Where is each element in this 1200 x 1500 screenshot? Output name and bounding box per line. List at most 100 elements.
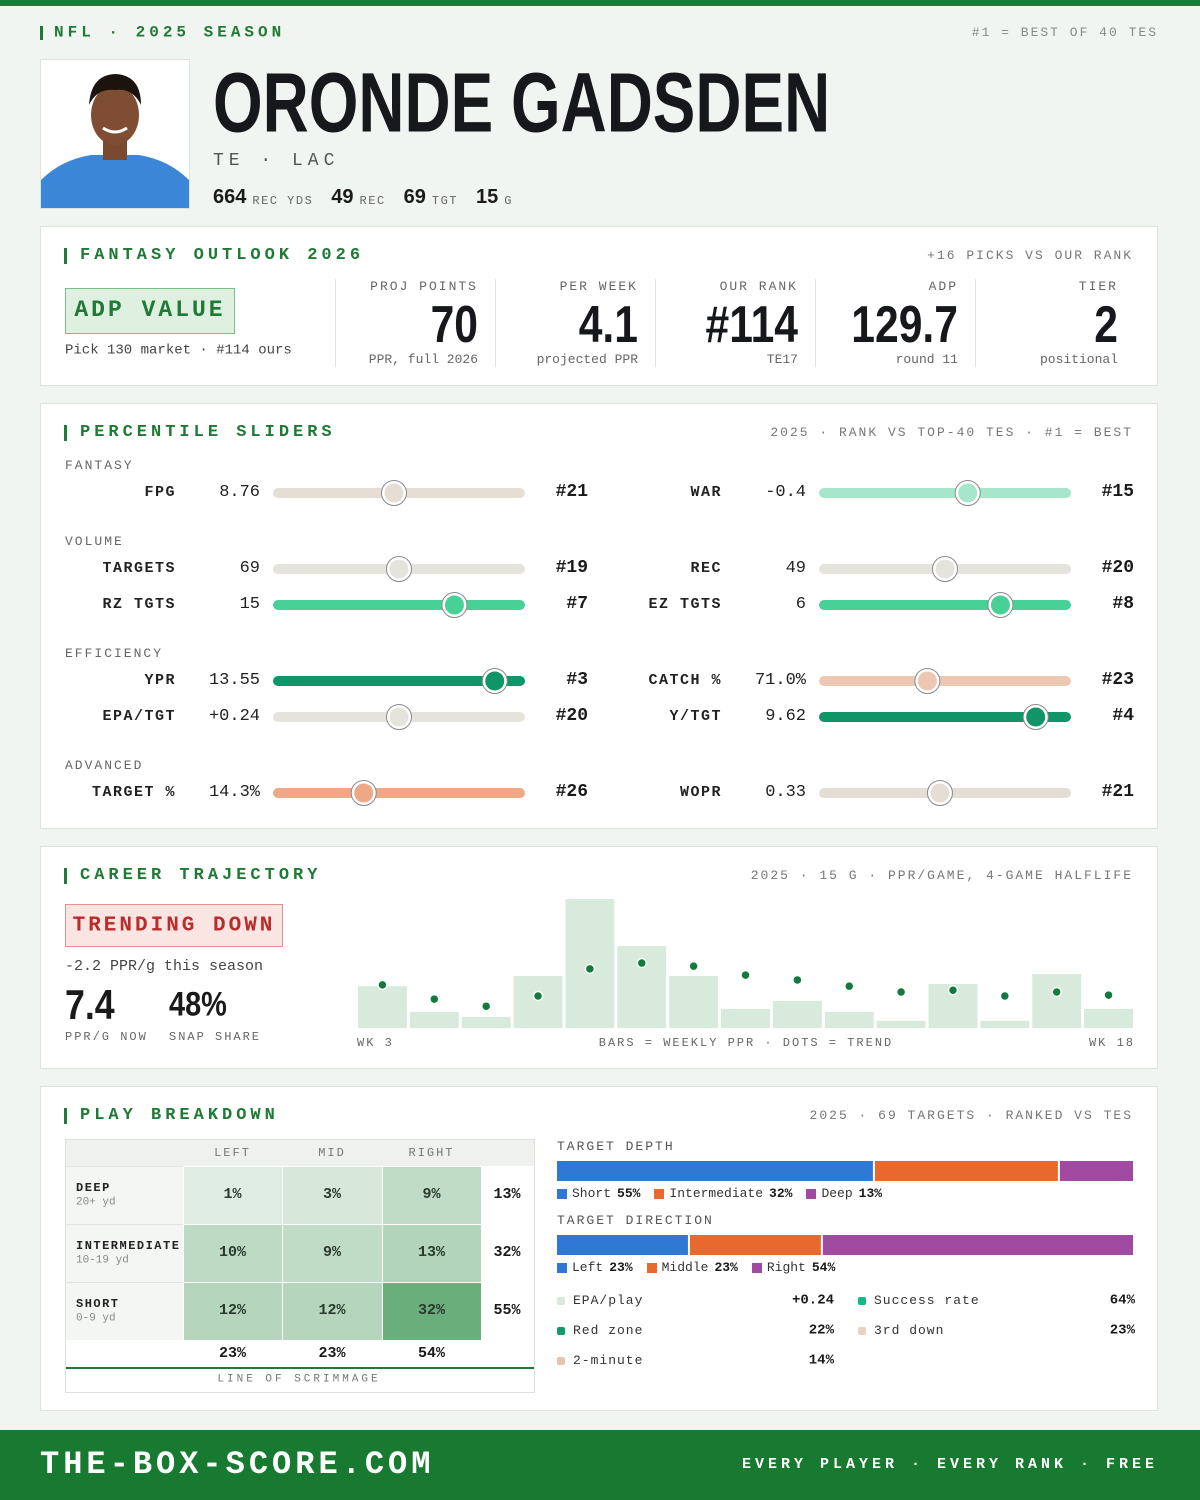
metric-sub: TE17 bbox=[766, 352, 798, 368]
legend-name: Deep bbox=[821, 1186, 853, 1202]
metric-divider bbox=[975, 279, 976, 367]
section-title: PLAY BREAKDOWN bbox=[80, 1105, 279, 1125]
photo-face bbox=[91, 85, 139, 145]
metric-divider bbox=[495, 279, 496, 367]
slider-value: 13.55 bbox=[208, 670, 260, 690]
row-total: 55% bbox=[493, 1302, 521, 1319]
metric-label: PROJ POINTS bbox=[370, 279, 478, 295]
stat-value: 14% bbox=[808, 1352, 834, 1369]
slider-rank: #15 bbox=[1101, 482, 1134, 503]
metric-label: ADP bbox=[928, 279, 958, 295]
trend-stat-label: SNAP SHARE bbox=[169, 1029, 262, 1044]
x-start-label: WK 3 bbox=[357, 1035, 394, 1050]
stat-dot bbox=[858, 1327, 866, 1335]
zone-cell bbox=[282, 1224, 382, 1282]
legend-value: 32% bbox=[769, 1186, 793, 1202]
zone-cell bbox=[282, 1282, 382, 1340]
stat-dot bbox=[557, 1357, 565, 1365]
slider-value: 8.76 bbox=[219, 482, 260, 502]
slider-rank: #8 bbox=[1112, 594, 1134, 615]
column-label: RIGHT bbox=[408, 1145, 455, 1160]
title-accent bbox=[64, 1108, 67, 1124]
stat-label: REC bbox=[359, 193, 386, 208]
badge-note: -2.2 PPR/g this season bbox=[65, 958, 264, 975]
trend-badge bbox=[65, 904, 283, 947]
row-total: 13% bbox=[493, 1186, 521, 1203]
slider-value: 15 bbox=[239, 594, 260, 614]
legend-name: Intermediate bbox=[669, 1186, 764, 1202]
slider-label: Y/TGT bbox=[669, 708, 722, 725]
photo-hair bbox=[89, 74, 141, 105]
zone-value: 10% bbox=[218, 1244, 247, 1261]
player-photo bbox=[40, 59, 190, 209]
slider-label: YPR bbox=[144, 672, 176, 689]
row-label-cell bbox=[66, 1282, 183, 1340]
stat-value: 15 bbox=[476, 186, 499, 208]
slider-value: 71.0% bbox=[754, 670, 806, 690]
zone-value: 32% bbox=[417, 1302, 446, 1319]
slider-label: FPG bbox=[144, 484, 176, 501]
stat-label: Red zone bbox=[573, 1323, 644, 1339]
section-note: 2025 · 69 TARGETS · RANKED VS TES bbox=[809, 1108, 1133, 1124]
zone-cell bbox=[382, 1282, 481, 1340]
legend-value: 13% bbox=[858, 1186, 883, 1202]
row-label: DEEP bbox=[76, 1180, 111, 1195]
stack-title: TARGET DEPTH bbox=[557, 1139, 675, 1155]
column-total: 54% bbox=[417, 1345, 446, 1362]
slider-rank: #19 bbox=[555, 558, 588, 579]
legend-value: 54% bbox=[811, 1260, 836, 1276]
legend-swatch bbox=[557, 1189, 567, 1199]
column-total: 23% bbox=[218, 1345, 247, 1362]
zone-value: 12% bbox=[318, 1302, 346, 1319]
slider-value: 14.3% bbox=[208, 782, 260, 802]
legend-swatch bbox=[751, 1263, 762, 1273]
league-label: NFL · 2025 SEASON bbox=[54, 23, 286, 42]
metric-label: TIER bbox=[1078, 279, 1118, 295]
stack-title: TARGET DIRECTION bbox=[557, 1213, 714, 1229]
slider-label: RZ TGTS bbox=[102, 596, 176, 613]
metric-divider bbox=[335, 279, 336, 367]
stat-label: 2-minute bbox=[573, 1353, 644, 1369]
photo-graphic bbox=[41, 74, 189, 208]
zone-cell bbox=[183, 1166, 282, 1224]
footer-band bbox=[0, 1430, 1200, 1500]
stat-label: Success rate bbox=[874, 1293, 980, 1309]
slider-rank: #23 bbox=[1101, 670, 1134, 691]
slider-rank: #4 bbox=[1112, 706, 1134, 727]
slider-rank: #21 bbox=[555, 482, 588, 503]
chart-legend: BARS = WEEKLY PPR · DOTS = TREND bbox=[598, 1035, 894, 1050]
slider-rank: #7 bbox=[566, 594, 588, 615]
table-header bbox=[66, 1140, 534, 1166]
metric-value: 70 bbox=[430, 295, 478, 354]
section-note: +16 PICKS VS OUR RANK bbox=[927, 248, 1133, 264]
group-label: ADVANCED bbox=[65, 758, 144, 774]
metric-divider bbox=[815, 279, 816, 367]
legend-swatch bbox=[806, 1189, 817, 1199]
sliders-card bbox=[40, 403, 1158, 829]
column-total: 23% bbox=[318, 1345, 346, 1362]
column-label: LEFT bbox=[214, 1145, 251, 1160]
zone-value: 12% bbox=[218, 1302, 247, 1319]
row-label-cell bbox=[66, 1224, 183, 1282]
legend-name: Left bbox=[572, 1260, 604, 1276]
trend-stat-value: 48% bbox=[169, 985, 227, 1024]
legend-value: 55% bbox=[617, 1186, 641, 1202]
row-label: SHORT bbox=[76, 1296, 120, 1311]
stat-value: 22% bbox=[808, 1322, 834, 1339]
trend-stat-value: 7.4 bbox=[65, 980, 115, 1028]
slider-value: 69 bbox=[239, 558, 260, 578]
metric-sub: positional bbox=[1039, 352, 1118, 368]
stat-label: TGT bbox=[431, 193, 459, 208]
metric-sub: round 11 bbox=[895, 352, 958, 368]
header-note: #1 = BEST OF 40 TES bbox=[971, 25, 1158, 41]
title-accent bbox=[64, 248, 67, 264]
scrimmage-line bbox=[66, 1367, 534, 1369]
title-accent bbox=[64, 425, 67, 441]
slider-rank: #3 bbox=[566, 670, 588, 691]
x-end-label: WK 18 bbox=[1088, 1035, 1135, 1050]
metric-sub: PPR, full 2026 bbox=[368, 352, 478, 368]
slider-label: TARGETS bbox=[102, 560, 176, 577]
adp-badge bbox=[65, 288, 235, 334]
metric-value: #114 bbox=[705, 295, 798, 354]
row-total: 32% bbox=[493, 1244, 521, 1261]
